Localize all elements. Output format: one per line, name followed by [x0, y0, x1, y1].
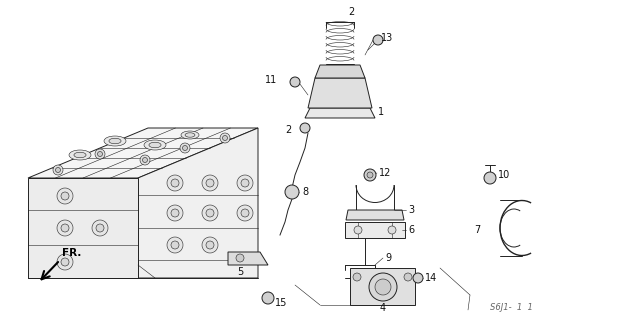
Text: 7: 7	[474, 225, 480, 235]
Circle shape	[53, 165, 63, 175]
Circle shape	[167, 175, 183, 191]
Text: FR.: FR.	[62, 248, 81, 258]
Text: 4: 4	[380, 303, 386, 313]
Text: 10: 10	[498, 170, 510, 180]
Circle shape	[92, 220, 108, 236]
Polygon shape	[346, 210, 404, 220]
Circle shape	[367, 172, 373, 178]
Ellipse shape	[144, 140, 166, 150]
Text: 13: 13	[381, 33, 393, 43]
Ellipse shape	[185, 133, 195, 137]
Circle shape	[375, 279, 391, 295]
Circle shape	[182, 145, 188, 151]
Text: 9: 9	[385, 253, 391, 263]
Text: 1: 1	[378, 107, 384, 117]
Circle shape	[206, 241, 214, 249]
Polygon shape	[28, 128, 258, 178]
Text: 12: 12	[379, 168, 392, 178]
Circle shape	[97, 152, 102, 157]
Circle shape	[285, 185, 299, 199]
Circle shape	[96, 224, 104, 232]
Polygon shape	[138, 128, 258, 278]
Ellipse shape	[149, 142, 161, 148]
Circle shape	[61, 258, 69, 266]
Ellipse shape	[104, 136, 126, 146]
Text: 11: 11	[265, 75, 277, 85]
Ellipse shape	[69, 150, 91, 160]
Circle shape	[241, 179, 249, 187]
Circle shape	[167, 205, 183, 221]
Text: 5: 5	[237, 267, 243, 277]
Polygon shape	[228, 252, 268, 265]
Text: 2: 2	[348, 7, 355, 17]
Circle shape	[290, 77, 300, 87]
Circle shape	[167, 237, 183, 253]
Polygon shape	[305, 108, 375, 118]
Polygon shape	[350, 268, 415, 305]
Circle shape	[171, 209, 179, 217]
Circle shape	[57, 188, 73, 204]
Text: 14: 14	[425, 273, 437, 283]
Circle shape	[171, 179, 179, 187]
Polygon shape	[315, 65, 365, 78]
Circle shape	[262, 292, 274, 304]
Circle shape	[236, 254, 244, 262]
Circle shape	[206, 179, 214, 187]
Text: 15: 15	[275, 298, 287, 308]
Circle shape	[57, 220, 73, 236]
Circle shape	[202, 237, 218, 253]
Circle shape	[61, 192, 69, 200]
Circle shape	[388, 226, 396, 234]
Circle shape	[95, 149, 105, 159]
Circle shape	[237, 205, 253, 221]
Circle shape	[364, 169, 376, 181]
Circle shape	[404, 273, 412, 281]
Circle shape	[202, 205, 218, 221]
Circle shape	[180, 143, 190, 153]
Circle shape	[354, 226, 362, 234]
Circle shape	[206, 209, 214, 217]
Ellipse shape	[74, 152, 86, 158]
Circle shape	[484, 172, 496, 184]
Circle shape	[237, 175, 253, 191]
Ellipse shape	[181, 131, 199, 139]
Text: 8: 8	[302, 187, 308, 197]
Circle shape	[140, 155, 150, 165]
Circle shape	[241, 209, 249, 217]
Polygon shape	[308, 78, 372, 108]
Circle shape	[353, 273, 361, 281]
Circle shape	[143, 158, 147, 162]
Circle shape	[202, 175, 218, 191]
Text: 3: 3	[408, 205, 414, 215]
Ellipse shape	[109, 138, 121, 144]
Circle shape	[171, 241, 179, 249]
Circle shape	[57, 254, 73, 270]
Circle shape	[300, 123, 310, 133]
Circle shape	[61, 224, 69, 232]
Text: 6: 6	[408, 225, 414, 235]
Polygon shape	[28, 178, 138, 278]
Text: S6J1-  1  1: S6J1- 1 1	[490, 303, 533, 313]
Polygon shape	[345, 222, 405, 238]
Circle shape	[220, 133, 230, 143]
Circle shape	[56, 167, 61, 173]
Circle shape	[373, 35, 383, 45]
Circle shape	[369, 273, 397, 301]
Text: 2: 2	[285, 125, 291, 135]
Circle shape	[223, 136, 227, 140]
Circle shape	[413, 273, 423, 283]
